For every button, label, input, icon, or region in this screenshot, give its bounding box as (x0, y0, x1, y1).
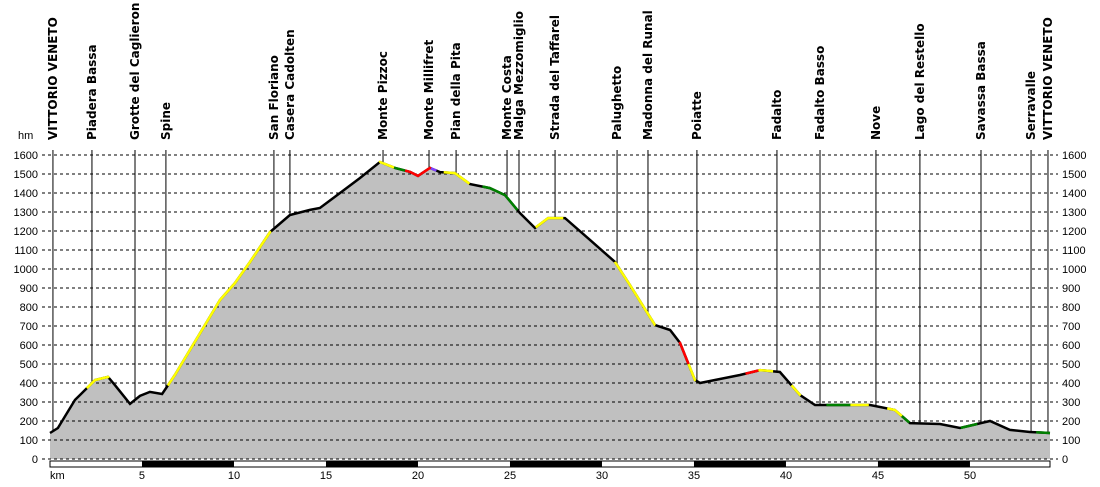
waypoint-label: Madonna del Runal (641, 10, 655, 140)
y-tick-label-right: 900 (1062, 283, 1080, 295)
y-tick-label-right: 1000 (1062, 264, 1086, 276)
x-axis-label: km (50, 470, 65, 482)
surface-segment (421, 166, 432, 175)
surface-segment (1036, 431, 1051, 435)
waypoint-label: Monte Costa (500, 55, 514, 140)
x-tick-label: 30 (596, 470, 608, 482)
y-tick-label-left: 1600 (14, 150, 38, 162)
surface-segment (790, 384, 802, 397)
waypoint-label: Grotte del Caglieron (128, 3, 142, 140)
y-tick-label-right: 1300 (1062, 207, 1086, 219)
y-tick-label-right: 100 (1062, 435, 1080, 447)
y-tick-label-right: 400 (1062, 378, 1080, 390)
waypoint-label: Poiatte (690, 91, 704, 140)
waypoint-label: Pian della Pita (449, 42, 463, 140)
x-tick-label: 5 (139, 470, 145, 482)
waypoint-label: Spine (159, 102, 173, 140)
surface-segment (534, 216, 564, 229)
surface-segment (482, 185, 519, 211)
surface-segment (430, 167, 437, 172)
y-tick-label-right: 600 (1062, 340, 1080, 352)
surface-segment (745, 369, 759, 375)
surface-segment (886, 407, 903, 418)
surface-segment (901, 415, 911, 424)
y-tick-label-left: 100 (20, 435, 38, 447)
y-tick-label-right: 500 (1062, 359, 1080, 371)
waypoint-label: Fadalto (770, 90, 784, 140)
waypoint-label: VITTORIO VENETO (46, 17, 60, 140)
y-tick-label-left: 800 (20, 302, 38, 314)
y-tick-label-right: 1100 (1062, 245, 1086, 257)
km-scale-segment (693, 461, 786, 467)
surface-segment (393, 166, 406, 172)
surface-segment (758, 368, 774, 373)
y-tick-label-right: 1200 (1062, 226, 1086, 238)
waypoint-label: Lago del Restello (913, 23, 927, 140)
y-tick-label-right: 200 (1062, 416, 1080, 428)
x-tick-label: 20 (412, 470, 424, 482)
waypoint-label: Serravalle (1024, 71, 1038, 140)
y-tick-label-left: 700 (20, 321, 38, 333)
y-axis-label: hm (18, 130, 33, 142)
surface-segment (678, 341, 690, 365)
y-tick-label-left: 1200 (14, 226, 38, 238)
x-tick-label: 40 (780, 470, 792, 482)
y-tick-label-right: 0 (1062, 454, 1068, 466)
km-scale-segment (877, 461, 970, 467)
y-tick-label-left: 1300 (14, 207, 38, 219)
y-tick-label-left: 400 (20, 378, 38, 390)
surface-segment (443, 171, 471, 185)
y-tick-label-left: 1100 (14, 245, 38, 257)
km-scale-segment (325, 461, 418, 467)
km-scale-segment (141, 461, 234, 467)
waypoint-label: Strada del Taffarel (548, 15, 562, 140)
y-tick-label-left: 200 (20, 416, 38, 428)
y-tick-label-right: 800 (1062, 302, 1080, 314)
waypoint-label: Fadalto Basso (813, 46, 827, 140)
waypoint-label: Savassa Bassa (974, 41, 988, 140)
y-tick-label-left: 900 (20, 283, 38, 295)
waypoint-label: VITTORIO VENETO (1041, 17, 1055, 140)
x-tick-label: 35 (688, 470, 700, 482)
surface-segment (960, 422, 978, 430)
y-tick-label-left: 0 (32, 454, 38, 466)
y-tick-label-right: 1400 (1062, 188, 1086, 200)
waypoint-label: Palughetto (610, 66, 624, 140)
y-tick-label-right: 1600 (1062, 150, 1086, 162)
surface-segment (378, 160, 395, 169)
x-tick-label: 25 (504, 470, 516, 482)
y-tick-label-left: 1400 (14, 188, 38, 200)
waypoint-label: Monte Pizzoc (376, 51, 390, 140)
surface-segment (85, 375, 110, 390)
waypoint-label: Monte Millifret (422, 40, 436, 140)
y-tick-label-right: 300 (1062, 397, 1080, 409)
y-tick-label-right: 1500 (1062, 169, 1086, 181)
y-tick-label-left: 300 (20, 397, 38, 409)
surface-segment (687, 363, 697, 382)
waypoint-label: San Floriano (267, 55, 281, 140)
y-tick-label-left: 600 (20, 340, 38, 352)
profile-area (50, 162, 1050, 459)
waypoint-label: Casera Cadolten (283, 29, 297, 140)
waypoint-label: Nove (869, 106, 883, 140)
x-tick-label: 15 (320, 470, 332, 482)
y-tick-label-left: 1000 (14, 264, 38, 276)
y-tick-label-left: 1500 (14, 169, 38, 181)
surface-segment (404, 169, 423, 178)
surface-segment (166, 230, 272, 387)
x-tick-label: 45 (872, 470, 884, 482)
waypoint-label: Malga Mezzomiglio (512, 11, 526, 140)
y-tick-label-right: 700 (1062, 321, 1080, 333)
x-tick-label: 50 (964, 470, 976, 482)
y-tick-label-left: 500 (20, 359, 38, 371)
surface-segment (613, 261, 657, 327)
km-scale-segment (509, 461, 602, 467)
x-tick-label: 10 (228, 470, 240, 482)
waypoint-label: Piadera Bassa (85, 44, 99, 140)
